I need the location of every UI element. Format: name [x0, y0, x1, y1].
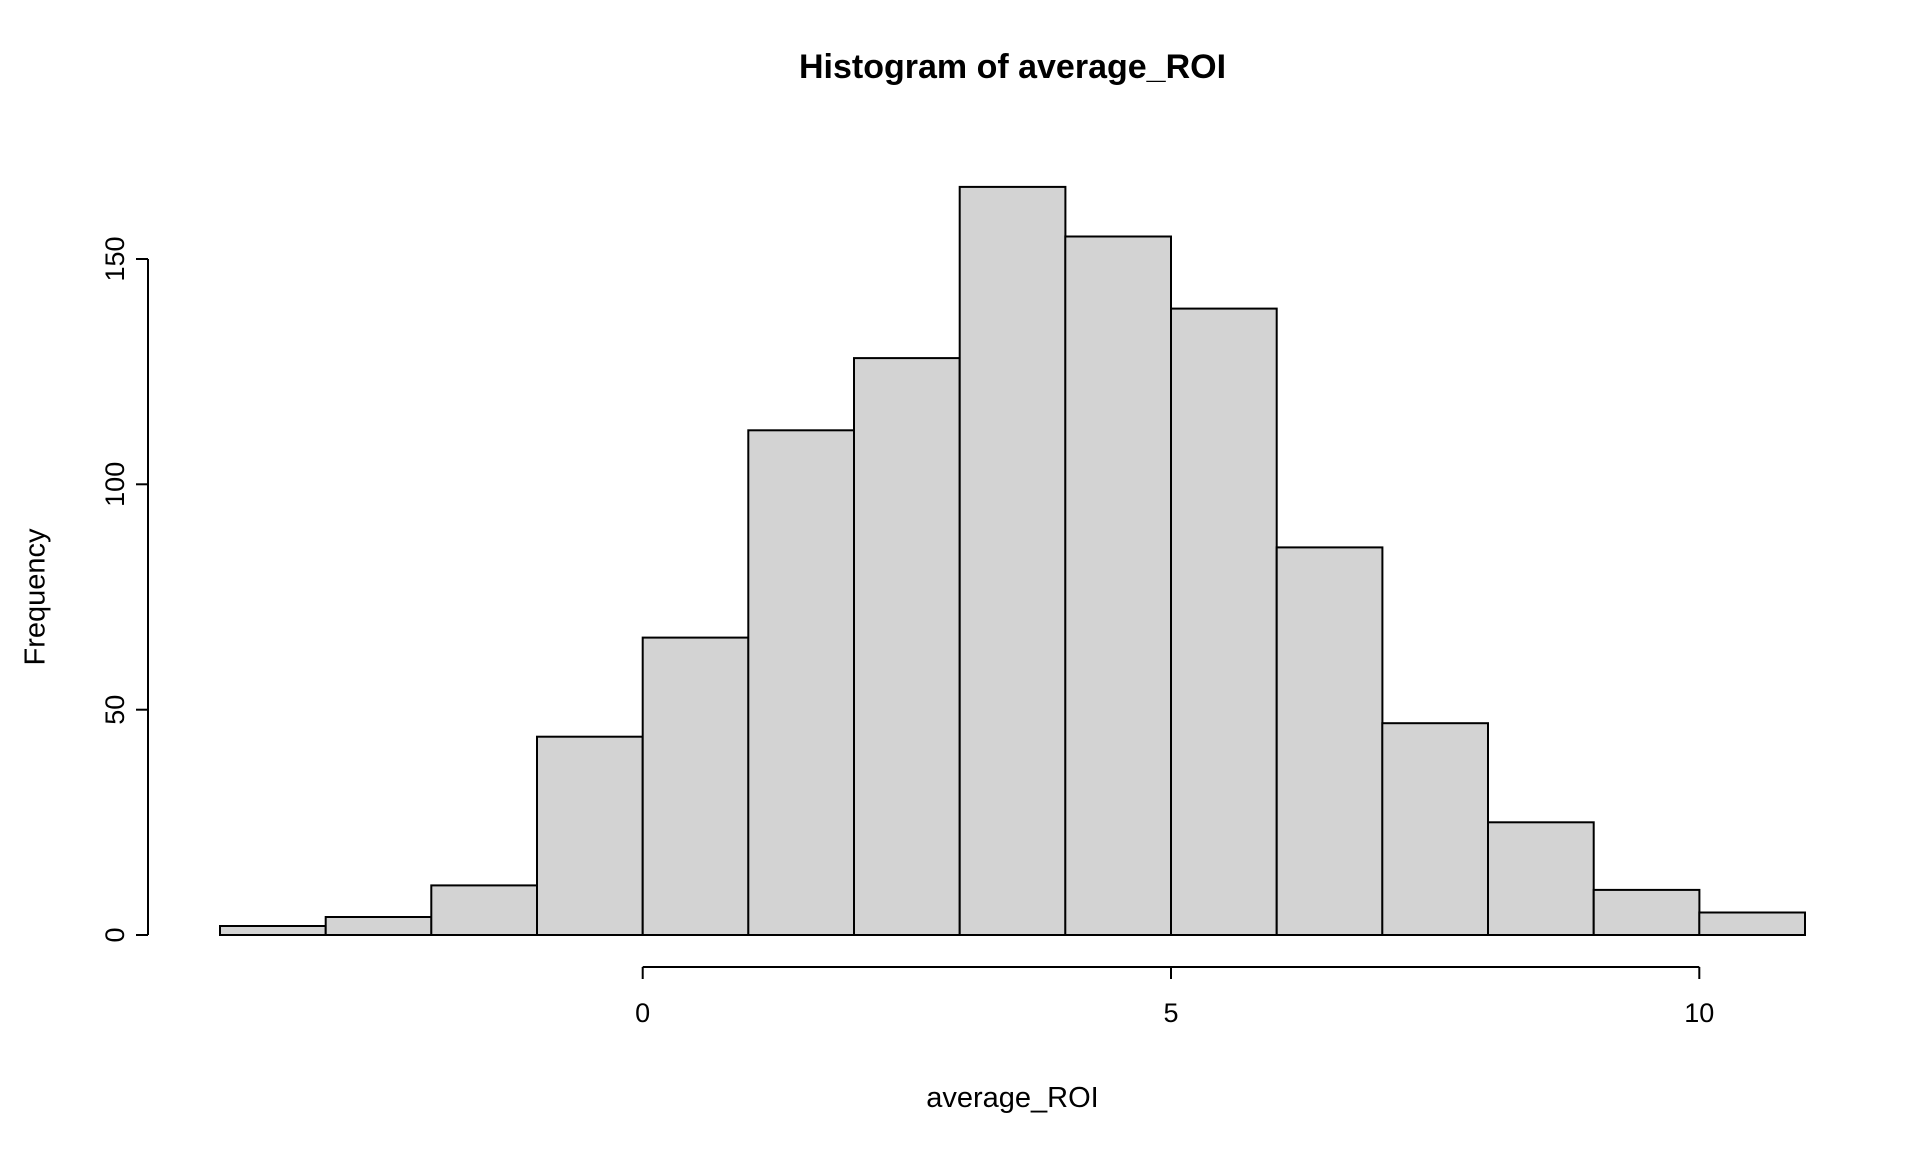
histogram-bar — [536, 735, 644, 937]
y-tick-label: 150 — [100, 236, 130, 281]
histogram-bar — [1487, 821, 1595, 936]
y-axis-label: Frequency — [19, 528, 52, 666]
histogram-bar — [853, 357, 961, 937]
x-tick-label: 5 — [1163, 998, 1178, 1028]
histogram-bar — [1381, 722, 1490, 937]
y-tick-label: 0 — [100, 927, 130, 942]
histogram-bar — [1698, 911, 1807, 936]
histogram-bar — [324, 916, 433, 936]
histogram-bar — [747, 429, 855, 936]
histogram-bar — [1170, 307, 1278, 937]
y-tick-label: 100 — [100, 462, 130, 507]
histogram-bar — [430, 884, 538, 937]
y-tick-label: 50 — [100, 695, 130, 725]
histogram-bar — [1275, 546, 1384, 937]
histogram-bar — [1592, 888, 1701, 937]
chart-title: Histogram of average_ROI — [798, 48, 1227, 86]
x-axis-label: average_ROI — [926, 1082, 1099, 1114]
histogram-bar — [641, 636, 750, 936]
x-tick-label: 10 — [1684, 998, 1714, 1028]
histogram-bar — [1064, 235, 1173, 936]
histogram-bar — [958, 185, 1067, 936]
histogram-bar — [219, 925, 327, 936]
x-tick-label: 0 — [635, 998, 650, 1028]
